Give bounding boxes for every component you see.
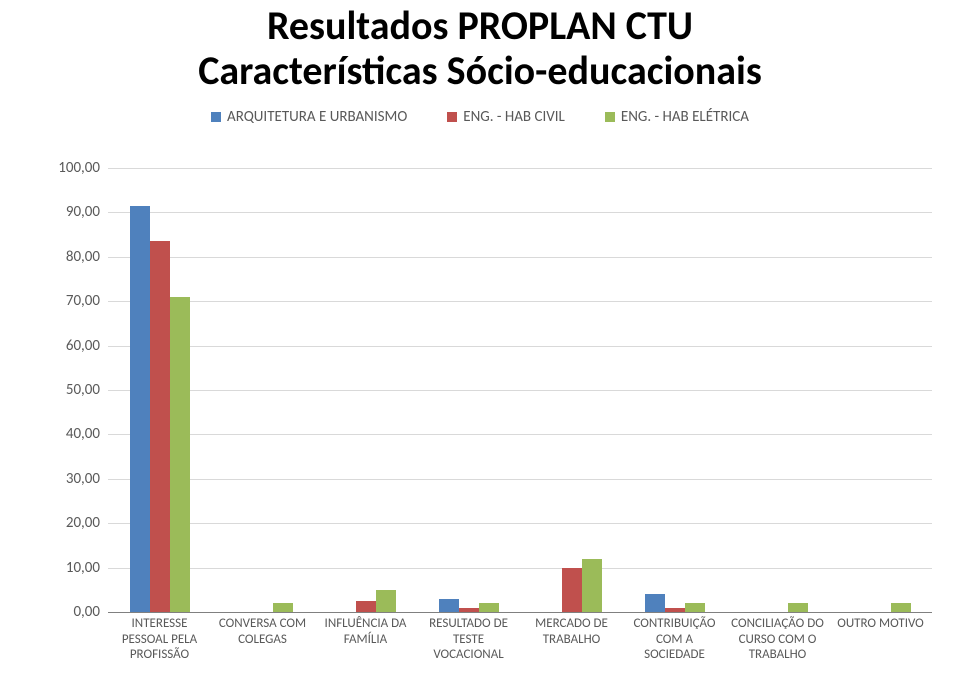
legend-item: ENG. - HAB CIVIL: [447, 108, 565, 126]
bar-group: [211, 168, 314, 612]
legend-item: ENG. - HAB ELÉTRICA: [605, 108, 749, 126]
bar-group: [417, 168, 520, 612]
bar-cluster: [748, 603, 808, 612]
y-tick-label: 80,00: [50, 248, 100, 266]
bar: [439, 599, 459, 612]
y-tick-label: 30,00: [50, 470, 100, 488]
legend-item: ARQUITETURA E URBANISMO: [211, 108, 407, 126]
bar-cluster: [130, 206, 190, 612]
bar: [645, 594, 665, 612]
x-tick-label: CONTRIBUIÇÃO COM A SOCIEDADE: [623, 616, 726, 663]
x-tick-label: OUTRO MOTIVO: [829, 616, 932, 663]
chart-legend: ARQUITETURA E URBANISMO ENG. - HAB CIVIL E…: [0, 108, 960, 126]
y-tick-label: 90,00: [50, 203, 100, 221]
y-tick-label: 100,00: [50, 159, 100, 177]
bar: [130, 206, 150, 612]
x-tick-label: CONVERSA COM COLEGAS: [211, 616, 314, 663]
legend-label: ARQUITETURA E URBANISMO: [227, 108, 407, 126]
y-tick-label: 20,00: [50, 514, 100, 532]
bar: [150, 241, 170, 612]
bar: [170, 297, 190, 612]
bar-cluster: [851, 603, 911, 612]
bar-cluster: [542, 559, 602, 612]
bar: [665, 608, 685, 612]
bar-group: [623, 168, 726, 612]
bar-cluster: [233, 603, 293, 612]
bar-cluster: [336, 590, 396, 612]
bar: [459, 608, 479, 612]
grid-line: [108, 612, 932, 613]
x-tick-label: INFLUÊNCIA DA FAMÍLIA: [314, 616, 417, 663]
legend-swatch: [447, 112, 457, 122]
legend-swatch: [211, 112, 221, 122]
bar: [788, 603, 808, 612]
bar: [479, 603, 499, 612]
x-tick-label: CONCILIAÇÃO DO CURSO COM O TRABALHO: [726, 616, 829, 663]
bar: [582, 559, 602, 612]
y-tick-label: 70,00: [50, 292, 100, 310]
bar: [356, 601, 376, 612]
bar: [376, 590, 396, 612]
legend-label: ENG. - HAB CIVIL: [463, 108, 565, 126]
y-tick-label: 40,00: [50, 425, 100, 443]
y-tick-label: 10,00: [50, 559, 100, 577]
slide: Resultados PROPLAN CTU Características S…: [0, 0, 960, 696]
bar-chart: 0,00 10,00 20,00 30,00 40,00 50,00 60,00 70,00 8…: [52, 168, 932, 688]
bar-cluster: [439, 599, 499, 612]
bar-cluster: [645, 594, 705, 612]
bar-group: [726, 168, 829, 612]
legend-swatch: [605, 112, 615, 122]
title-line-1: Resultados PROPLAN CTU: [0, 4, 960, 49]
x-tick-label: RESULTADO DE TESTE VOCACIONAL: [417, 616, 520, 663]
bar-group: [520, 168, 623, 612]
bar: [685, 603, 705, 612]
bar: [891, 603, 911, 612]
x-tick-label: MERCADO DE TRABALHO: [520, 616, 623, 663]
title-line-2: Características Sócio-educacionais: [0, 49, 960, 94]
y-tick-label: 60,00: [50, 337, 100, 355]
plot-area: [108, 168, 932, 612]
bar-group: [314, 168, 417, 612]
bar-groups: [108, 168, 932, 612]
bar: [273, 603, 293, 612]
y-tick-label: 50,00: [50, 381, 100, 399]
x-tick-label: INTERESSE PESSOAL PELA PROFISSÃO: [108, 616, 211, 663]
legend-label: ENG. - HAB ELÉTRICA: [621, 108, 749, 126]
bar: [562, 568, 582, 612]
x-axis-labels: INTERESSE PESSOAL PELA PROFISSÃOCONVERSA…: [108, 616, 932, 663]
y-tick-label: 0,00: [50, 603, 100, 621]
bar-group: [108, 168, 211, 612]
bar-group: [829, 168, 932, 612]
title-block: Resultados PROPLAN CTU Características S…: [0, 0, 960, 94]
